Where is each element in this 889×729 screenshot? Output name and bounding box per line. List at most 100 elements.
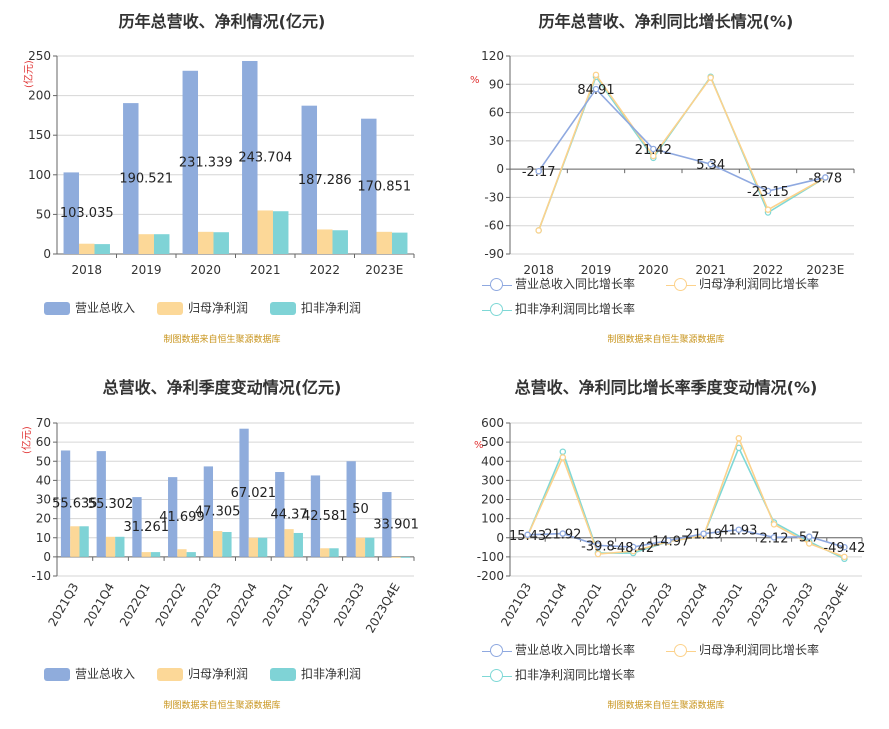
chart-title: 历年总营收、净利情况(亿元) (118, 12, 326, 31)
data-point (707, 74, 714, 81)
data-label: 55.635 (52, 497, 98, 512)
x-tick-label: 2018 (71, 263, 102, 277)
legend-item-profit-growth[interactable]: 归母净利润同比增长率 (666, 275, 819, 292)
y-tick-label: 10 (36, 531, 51, 545)
x-tick-label: 2023Q4E (363, 581, 403, 636)
y-tick-label: 200 (28, 89, 51, 103)
data-point (770, 534, 778, 541)
data-label: 21.19 (685, 528, 722, 543)
data-point (559, 454, 567, 461)
data-point (559, 448, 567, 455)
data-label: 55.302 (88, 497, 134, 512)
y-tick-label: 90 (489, 77, 504, 91)
bar-revenue (301, 105, 318, 254)
bar-deducted (293, 532, 303, 557)
y-tick-label: 30 (36, 493, 51, 507)
y-tick-label: 60 (36, 435, 51, 449)
legend-item-revenue[interactable]: 营业总收入 (44, 665, 135, 682)
x-tick-label: 2023Q2 (745, 581, 781, 629)
data-label: 67.021 (231, 486, 277, 501)
y-tick-label: -30 (484, 190, 504, 204)
bar-profit (138, 234, 154, 254)
bar-profit (320, 548, 330, 557)
chart-panel-annual-growth: 历年总营收、净利同比增长情况(%) % -90 -60 -30 0 30 60 90 120 2… (444, 0, 888, 363)
chart-canvas: -90 -60 -30 0 30 60 90 120 2018 2019 2020 2021 2022 2… (481, 49, 855, 277)
y-tick-label: 0 (43, 247, 51, 261)
bar-profit (141, 552, 151, 557)
y-tick-label: 200 (481, 493, 504, 507)
legend-item-revenue[interactable]: 营业总收入 (44, 299, 135, 316)
legend-item-revenue-growth[interactable]: 营业总收入同比增长率 (482, 275, 635, 292)
y-tick-label: 100 (28, 168, 51, 182)
data-point (700, 530, 707, 537)
y-tick-label: 400 (481, 454, 504, 468)
data-label: 170.851 (357, 179, 411, 194)
x-tick-label: 2021Q4 (533, 581, 569, 629)
data-label: -2.17 (522, 165, 556, 180)
bar-profit (105, 536, 116, 557)
legend-item-profit-growth[interactable]: 归母净利润同比增长率 (666, 641, 819, 658)
bar-revenue (275, 472, 285, 557)
data-point (735, 526, 743, 533)
x-tick-label: 2020 (190, 263, 221, 277)
bar-deducted (79, 526, 89, 557)
x-tick-label: 2023Q1 (709, 581, 745, 629)
bar-revenue (168, 477, 178, 557)
data-point (764, 206, 772, 213)
bar-profit (284, 529, 294, 557)
y-tick-label: -60 (484, 219, 504, 233)
legend-item-deducted-growth[interactable]: 扣非净利润同比增长率 (482, 666, 635, 683)
x-tick-label: 2021Q3 (46, 581, 82, 629)
x-tick-label: 2023Q3 (331, 581, 367, 629)
chart-title: 总营收、净利同比增长率季度变动情况(%) (514, 378, 818, 397)
x-tick-label: 2022 (753, 263, 784, 277)
x-tick-label: 2019 (581, 263, 612, 277)
chart-title: 历年总营收、净利同比增长情况(%) (538, 12, 794, 31)
bar-revenue (203, 466, 214, 557)
bar-revenue (132, 497, 142, 557)
legend-item-profit[interactable]: 归母净利润 (157, 665, 248, 682)
bar-revenue (96, 451, 106, 557)
y-tick-label: 70 (36, 416, 51, 430)
bar-profit (317, 229, 333, 254)
data-label: -48.42 (612, 541, 654, 556)
data-label: 243.704 (238, 150, 292, 165)
series-line-profit (526, 436, 845, 558)
bar-revenue (310, 475, 321, 557)
legend-item-revenue-growth[interactable]: 营业总收入同比增长率 (482, 641, 635, 658)
data-label: 31.261 (124, 520, 170, 535)
bar-deducted (222, 532, 232, 557)
bar-profit (70, 526, 80, 557)
legend-item-deducted-growth[interactable]: 扣非净利润同比增长率 (482, 300, 635, 317)
x-tick-label: 2022Q3 (639, 581, 675, 629)
series-line-revenue (538, 87, 826, 192)
bar-deducted (186, 552, 196, 557)
y-tick-label: 100 (481, 512, 504, 526)
bar-deducted (150, 552, 161, 557)
bar-deducted (365, 537, 375, 557)
legend-item-deducted[interactable]: 扣非净利润 (270, 665, 361, 682)
data-point (770, 521, 778, 528)
data-point (535, 227, 542, 234)
data-point (594, 550, 602, 558)
data-label: 33.901 (373, 517, 419, 532)
series-line-revenue (527, 528, 845, 548)
bar-revenue (361, 118, 377, 254)
legend-item-profit[interactable]: 归母净利润 (157, 299, 248, 316)
data-point (841, 553, 848, 561)
y-tick-label: 150 (28, 128, 51, 142)
bar-revenue (239, 428, 249, 557)
chart-canvas: 0 50 100 150 200 250 2018 2019 2020 2021 2022 2023E… (28, 49, 415, 277)
bar-deducted (391, 232, 408, 254)
bar-revenue (346, 461, 356, 557)
x-tick-label: 2021Q3 (498, 581, 534, 629)
y-tick-label: 0 (496, 531, 504, 545)
y-tick-label: -90 (484, 247, 504, 261)
y-tick-label: -10 (31, 569, 51, 583)
data-label: 187.286 (298, 173, 352, 188)
data-point (841, 543, 848, 551)
x-tick-label: 2023Q2 (295, 581, 331, 629)
legend-item-deducted[interactable]: 扣非净利润 (270, 299, 361, 316)
x-tick-label: 2023Q1 (260, 581, 296, 629)
y-tick-label: 60 (489, 106, 504, 120)
